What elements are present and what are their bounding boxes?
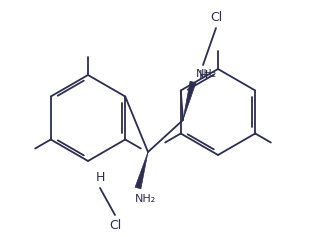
Polygon shape: [135, 152, 148, 189]
Text: H: H: [95, 171, 105, 184]
Text: Cl: Cl: [210, 11, 222, 24]
Text: Cl: Cl: [109, 219, 121, 232]
Polygon shape: [183, 81, 196, 120]
Text: H: H: [198, 69, 208, 82]
Text: NH₂: NH₂: [196, 69, 217, 79]
Text: NH₂: NH₂: [135, 194, 156, 204]
